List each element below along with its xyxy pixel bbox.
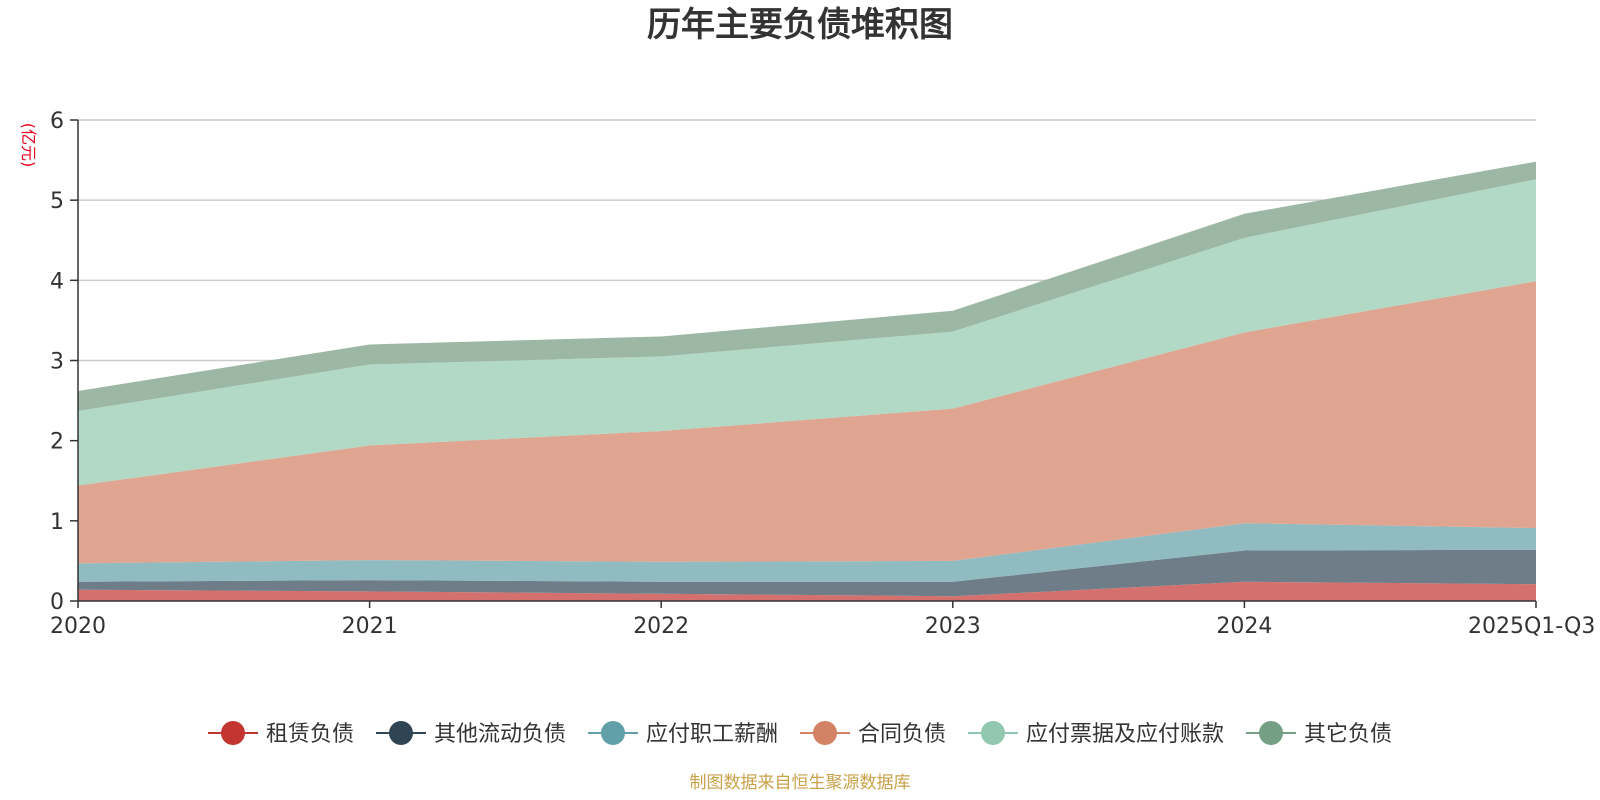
legend-item-6[interactable]: 其它负债 bbox=[1246, 721, 1392, 747]
x-tick-label: 2023 bbox=[925, 614, 981, 639]
x-tick-label: 2024 bbox=[1216, 614, 1272, 639]
legend-circle-marker bbox=[1259, 721, 1284, 745]
y-tick-label: 1 bbox=[50, 510, 64, 535]
legend-item-2[interactable]: 其他流动负债 bbox=[375, 721, 566, 747]
x-tick-label: 2025Q1-Q3 bbox=[1468, 614, 1595, 639]
y-tick-label: 6 bbox=[50, 109, 64, 134]
chart-title: 历年主要负债堆积图 bbox=[647, 5, 953, 45]
x-tick-label: 2021 bbox=[342, 614, 398, 639]
legend-circle-marker bbox=[812, 721, 837, 745]
legend-item-5[interactable]: 应付票据及应付账款 bbox=[968, 721, 1224, 747]
area-series bbox=[78, 161, 1536, 601]
y-tick-label: 0 bbox=[50, 590, 64, 615]
area-series-3 bbox=[78, 523, 1536, 582]
area-series-4 bbox=[78, 281, 1536, 564]
x-tick-label: 2022 bbox=[633, 614, 689, 639]
legend-circle-marker bbox=[600, 721, 625, 745]
data-source-note: 制图数据来自恒生聚源数据库 bbox=[690, 773, 911, 793]
legend[interactable]: 租赁负债 其他流动负债 应付职工薪酬 合同负债 应付票据及应付账款 其它负债 bbox=[207, 721, 1392, 747]
legend-item-1[interactable]: 租赁负债 bbox=[207, 721, 354, 747]
y-tick-label: 3 bbox=[50, 350, 64, 375]
legend-circle-marker bbox=[388, 721, 413, 745]
y-tick-label: 5 bbox=[50, 189, 64, 214]
area-series-5 bbox=[78, 179, 1536, 486]
legend-circle-marker bbox=[220, 721, 245, 745]
area-series-2 bbox=[78, 549, 1536, 597]
legend-circle-marker bbox=[981, 721, 1006, 745]
y-tick-label: 4 bbox=[50, 269, 64, 294]
y-axis-unit: (亿元) bbox=[19, 123, 38, 168]
x-tick-label: 2020 bbox=[50, 614, 106, 639]
legend-label: 其它负债 bbox=[1304, 722, 1392, 747]
legend-label: 其他流动负债 bbox=[434, 722, 566, 747]
legend-label: 合同负债 bbox=[858, 722, 946, 747]
area-series-1 bbox=[78, 581, 1536, 601]
legend-label: 应付票据及应付账款 bbox=[1026, 722, 1224, 747]
legend-item-3[interactable]: 应付职工薪酬 bbox=[587, 721, 778, 747]
y-tick-label: 2 bbox=[50, 430, 64, 455]
legend-label: 租赁负债 bbox=[266, 722, 354, 747]
axes: 0 1 2 3 4 5 6 2020 2021 2022 2023 2024 2025Q1-Q3 bbox=[50, 109, 1595, 639]
legend-item-4[interactable]: 合同负债 bbox=[799, 721, 946, 747]
legend-label: 应付职工薪酬 bbox=[646, 722, 778, 747]
area-series-6 bbox=[78, 161, 1536, 412]
